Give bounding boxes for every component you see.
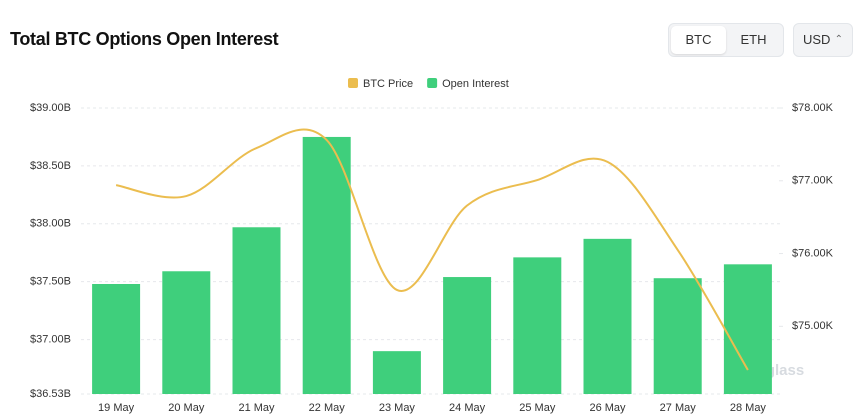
- y-tick-label: $36.53B: [30, 388, 71, 400]
- bar: [232, 227, 281, 394]
- y2-tick-label: $77.00K: [792, 175, 834, 187]
- y-tick-label: $37.50B: [30, 276, 71, 288]
- x-tick-label: 22 May: [309, 402, 346, 414]
- legend-label: BTC Price: [363, 78, 413, 90]
- x-tick-label: 21 May: [238, 402, 275, 414]
- toggle-button[interactable]: BTC: [671, 26, 726, 54]
- bar: [302, 136, 351, 394]
- y2-tick-label: $75.00K: [792, 320, 834, 332]
- legend-swatch: [427, 78, 438, 88]
- watermark: coinglass: [735, 362, 804, 379]
- bar: [443, 277, 492, 394]
- bar: [162, 271, 211, 394]
- price-line: [115, 128, 749, 371]
- toggle-button[interactable]: ETH: [740, 32, 767, 47]
- x-tick-label: 27 May: [660, 402, 697, 414]
- x-tick-label: 20 May: [168, 402, 205, 414]
- x-tick-label: 26 May: [589, 402, 626, 414]
- x-tick-label: 28 May: [730, 402, 767, 414]
- bar: [513, 257, 562, 394]
- currency-label: USD: [803, 32, 831, 47]
- select-arrow: ⌃: [834, 34, 843, 45]
- page-title: Total BTC Options Open Interest: [10, 29, 279, 49]
- y-tick-label: $38.00B: [30, 218, 71, 230]
- y2-tick-label: $78.00K: [792, 102, 834, 114]
- legend-swatch: [348, 78, 358, 88]
- legend-label: Open Interest: [442, 78, 509, 90]
- y-tick-label: $37.00B: [30, 333, 71, 345]
- x-tick-label: 23 May: [379, 402, 416, 414]
- coin-toggle: BTC ETH: [668, 23, 784, 57]
- y2-tick-label: $76.00K: [792, 247, 834, 259]
- x-tick-label: 25 May: [519, 402, 556, 414]
- currency-select[interactable]: USD ⌃: [793, 23, 853, 57]
- bar: [723, 264, 772, 394]
- x-tick-label: 24 May: [449, 402, 486, 414]
- bar: [583, 238, 632, 394]
- bar: [372, 351, 421, 394]
- bar: [92, 284, 141, 394]
- y-tick-label: $39.00B: [30, 102, 71, 114]
- bar: [653, 278, 702, 394]
- x-tick-label: 19 May: [98, 402, 135, 414]
- y-tick-label: $38.50B: [30, 160, 71, 172]
